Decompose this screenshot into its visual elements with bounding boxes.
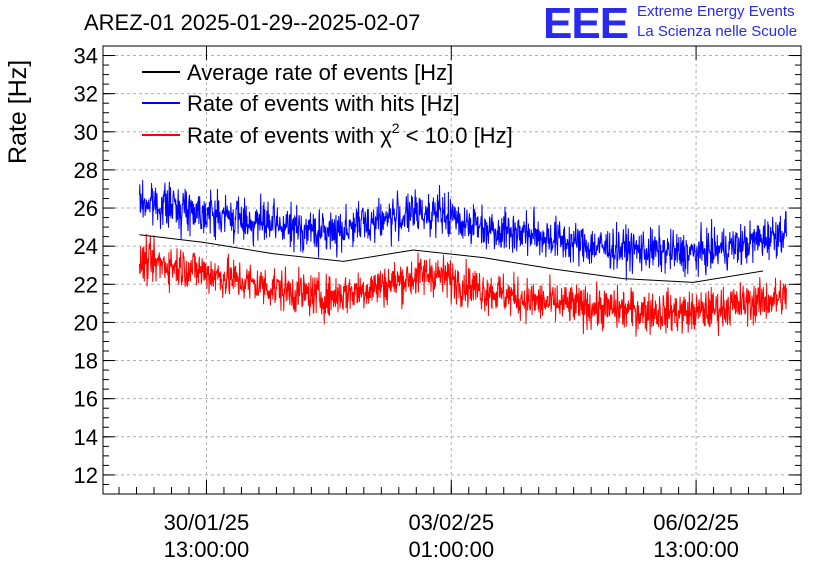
y-axis: 12 14 16 18 20 22 24 26 28 30 32 34: [74, 44, 801, 495]
series-layer: [138, 179, 787, 337]
y-tick-label: 12: [74, 463, 98, 488]
legend: Average rate of events [Hz] Rate of event…: [142, 60, 513, 148]
y-tick-label: 22: [74, 272, 98, 297]
y-tick-label: 18: [74, 349, 98, 374]
x-tick-time: 01:00:00: [408, 537, 494, 562]
legend-label-hits: Rate of events with hits [Hz]: [187, 91, 460, 116]
x-tick-date: 03/02/25: [408, 510, 494, 535]
y-tick-label: 26: [74, 196, 98, 221]
x-axis: 30/01/2513:00:0003/02/2501:00:0006/02/25…: [118, 46, 802, 562]
x-tick-time: 13:00:00: [653, 537, 739, 562]
legend-chi2-superscript: 2: [392, 120, 400, 136]
logo-line-1: Extreme Energy Events: [637, 3, 795, 20]
plot-frame: [102, 45, 802, 495]
legend-label-chi2: Rate of events with χ2 < 10.0 [Hz]: [187, 120, 513, 148]
logo-line-2: La Scienza nelle Scuole: [637, 23, 798, 40]
y-tick-label: 28: [74, 158, 98, 183]
series-line-chi2: [138, 233, 787, 337]
legend-label-avg: Average rate of events [Hz]: [187, 60, 453, 85]
y-tick-label: 14: [74, 425, 98, 450]
chart-title: AREZ-01 2025-01-29--2025-02-07: [84, 10, 421, 35]
legend-chi2-prefix: Rate of events with χ: [187, 123, 392, 148]
x-tick-time: 13:00:00: [164, 537, 250, 562]
legend-chi2-suffix: < 10.0 [Hz]: [400, 123, 513, 148]
series-line-avg: [139, 234, 764, 283]
series-line-hits: [138, 179, 787, 281]
y-tick-label: 32: [74, 82, 98, 107]
y-tick-label: 24: [74, 234, 98, 259]
eee-logo: EEE: [543, 0, 629, 48]
y-tick-label: 20: [74, 310, 98, 335]
x-tick-date: 30/01/25: [164, 510, 250, 535]
y-tick-label: 34: [74, 44, 98, 69]
y-axis-label: Rate [Hz]: [4, 59, 32, 164]
y-tick-label: 16: [74, 387, 98, 412]
y-tick-label: 30: [74, 120, 98, 145]
x-tick-date: 06/02/25: [653, 510, 739, 535]
